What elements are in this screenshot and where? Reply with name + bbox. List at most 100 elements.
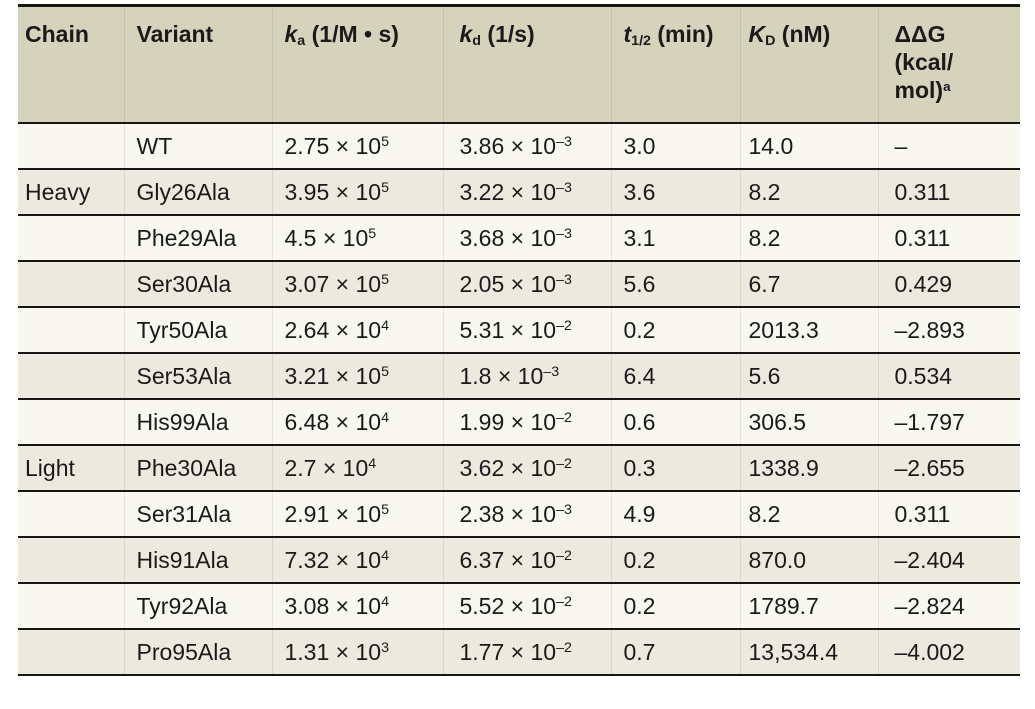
cell-variant: Pro95Ala: [123, 629, 272, 675]
table-row: Pro95Ala 1.31 × 103 1.77 × 10–2 0.7 13,5…: [18, 629, 1020, 675]
kd-exponent: –3: [556, 225, 572, 242]
table-row: His91Ala 7.32 × 104 6.37 × 10–2 0.2 870.…: [18, 537, 1020, 583]
kd-unit: (1/s): [481, 21, 535, 47]
ka-exponent: 4: [381, 317, 389, 334]
cell-thalf: 4.9: [610, 491, 740, 537]
cell-ddg: 0.311: [877, 169, 1020, 215]
kD-subscript: D: [765, 33, 776, 50]
ka-value: 1.31 × 10: [284, 638, 382, 665]
table-row: Tyr92Ala 3.08 × 104 5.52 × 10–2 0.2 1789…: [18, 583, 1020, 629]
cell-kD: 1789.7: [739, 583, 878, 629]
ka-value: 2.75 × 10: [284, 132, 382, 159]
cell-kd: 3.68 × 10–3: [442, 215, 611, 261]
cell-kd: 5.31 × 10–2: [442, 307, 611, 353]
cell-kd: 5.52 × 10–2: [442, 583, 611, 629]
cell-chain: [18, 491, 124, 537]
cell-chain: [18, 353, 124, 399]
kd-value: 2.38 × 10: [459, 500, 557, 527]
ddg-header-line3: mol)a: [894, 77, 951, 103]
cell-variant: His91Ala: [123, 537, 272, 583]
thalf-unit: (min): [650, 21, 714, 47]
kd-value: 6.37 × 10: [459, 546, 557, 573]
cell-kD: 306.5: [739, 399, 878, 445]
ddg-header-line1: ΔΔG: [894, 21, 946, 47]
thalf-subscript: 1/2: [631, 33, 651, 50]
cell-thalf: 0.3: [610, 445, 740, 491]
cell-thalf: 0.6: [610, 399, 740, 445]
cell-variant: His99Ala: [123, 399, 272, 445]
kd-exponent: –3: [556, 501, 572, 518]
ka-value: 3.07 × 10: [284, 270, 382, 297]
cell-ka: 3.95 × 105: [271, 169, 443, 215]
cell-ka: 1.31 × 103: [271, 629, 443, 675]
cell-kD: 14.0: [739, 123, 878, 169]
ka-exponent: 5: [381, 501, 389, 518]
kd-exponent: –3: [556, 179, 572, 196]
cell-thalf: 0.2: [610, 537, 740, 583]
kd-value: 1.77 × 10: [459, 638, 557, 665]
kinetics-table-container: Chain Variant ka (1/M • s) kd (1/s) t1/2…: [18, 4, 1020, 676]
cell-kD: 13,534.4: [739, 629, 878, 675]
table-body: WT 2.75 × 105 3.86 × 10–3 3.0 14.0 – Hea…: [18, 123, 1020, 675]
cell-ka: 2.91 × 105: [271, 491, 443, 537]
cell-ddg: 0.311: [877, 215, 1020, 261]
ka-value: 2.7 × 10: [284, 454, 369, 481]
cell-ddg: –2.824: [877, 583, 1020, 629]
cell-chain: [18, 261, 124, 307]
kd-exponent: –3: [556, 133, 572, 150]
kD-unit: (nM): [775, 21, 831, 47]
cell-variant: Tyr50Ala: [123, 307, 272, 353]
kd-value: 5.52 × 10: [459, 592, 557, 619]
table-header: Chain Variant ka (1/M • s) kd (1/s) t1/2…: [18, 5, 1020, 123]
cell-thalf: 3.1: [610, 215, 740, 261]
ddg-header-line2: (kcal/: [894, 49, 954, 75]
cell-ka: 3.07 × 105: [271, 261, 443, 307]
ka-symbol: k: [284, 21, 298, 47]
kd-exponent: –2: [556, 547, 572, 564]
ka-exponent: 4: [381, 593, 389, 610]
cell-kd: 3.62 × 10–2: [442, 445, 611, 491]
ka-exponent: 3: [381, 639, 389, 656]
col-header-chain: Chain: [18, 5, 124, 123]
cell-ddg: –2.404: [877, 537, 1020, 583]
kd-value: 3.62 × 10: [459, 454, 557, 481]
ka-value: 3.08 × 10: [284, 592, 382, 619]
ka-value: 3.95 × 10: [284, 178, 382, 205]
col-header-kd: kd (1/s): [442, 5, 611, 123]
cell-kD: 8.2: [739, 169, 878, 215]
ka-value: 4.5 × 10: [284, 224, 369, 251]
kD-symbol: K: [748, 21, 766, 47]
cell-chain: [18, 399, 124, 445]
cell-thalf: 6.4: [610, 353, 740, 399]
table-row: Ser31Ala 2.91 × 105 2.38 × 10–3 4.9 8.2 …: [18, 491, 1020, 537]
ka-exponent: 4: [381, 409, 389, 426]
cell-ddg: –1.797: [877, 399, 1020, 445]
col-header-ddg: ΔΔG (kcal/ mol)a: [877, 5, 1020, 123]
cell-ka: 2.7 × 104: [271, 445, 443, 491]
table-row: Light Phe30Ala 2.7 × 104 3.62 × 10–2 0.3…: [18, 445, 1020, 491]
cell-ddg: –2.655: [877, 445, 1020, 491]
cell-kD: 870.0: [739, 537, 878, 583]
cell-chain: Light: [18, 445, 124, 491]
cell-ddg: –2.893: [877, 307, 1020, 353]
ka-subscript: a: [297, 33, 306, 50]
cell-chain: [18, 629, 124, 675]
table-row: Ser53Ala 3.21 × 105 1.8 × 10–3 6.4 5.6 0…: [18, 353, 1020, 399]
cell-thalf: 0.2: [610, 583, 740, 629]
cell-ddg: 0.429: [877, 261, 1020, 307]
cell-kD: 8.2: [739, 215, 878, 261]
kd-subscript: d: [472, 33, 482, 50]
ka-exponent: 5: [381, 133, 389, 150]
col-header-thalf: t1/2 (min): [610, 5, 740, 123]
table-row: Tyr50Ala 2.64 × 104 5.31 × 10–2 0.2 2013…: [18, 307, 1020, 353]
ka-exponent: 5: [368, 225, 377, 242]
ka-exponent: 4: [368, 455, 377, 472]
ddg-footnote-marker: a: [943, 78, 951, 94]
cell-kd: 3.22 × 10–3: [442, 169, 611, 215]
cell-chain: [18, 583, 124, 629]
ka-exponent: 5: [381, 363, 389, 380]
col-header-kD: KD (nM): [739, 5, 878, 123]
cell-chain: [18, 215, 124, 261]
cell-variant: Gly26Ala: [123, 169, 272, 215]
cell-ddg: 0.534: [877, 353, 1020, 399]
